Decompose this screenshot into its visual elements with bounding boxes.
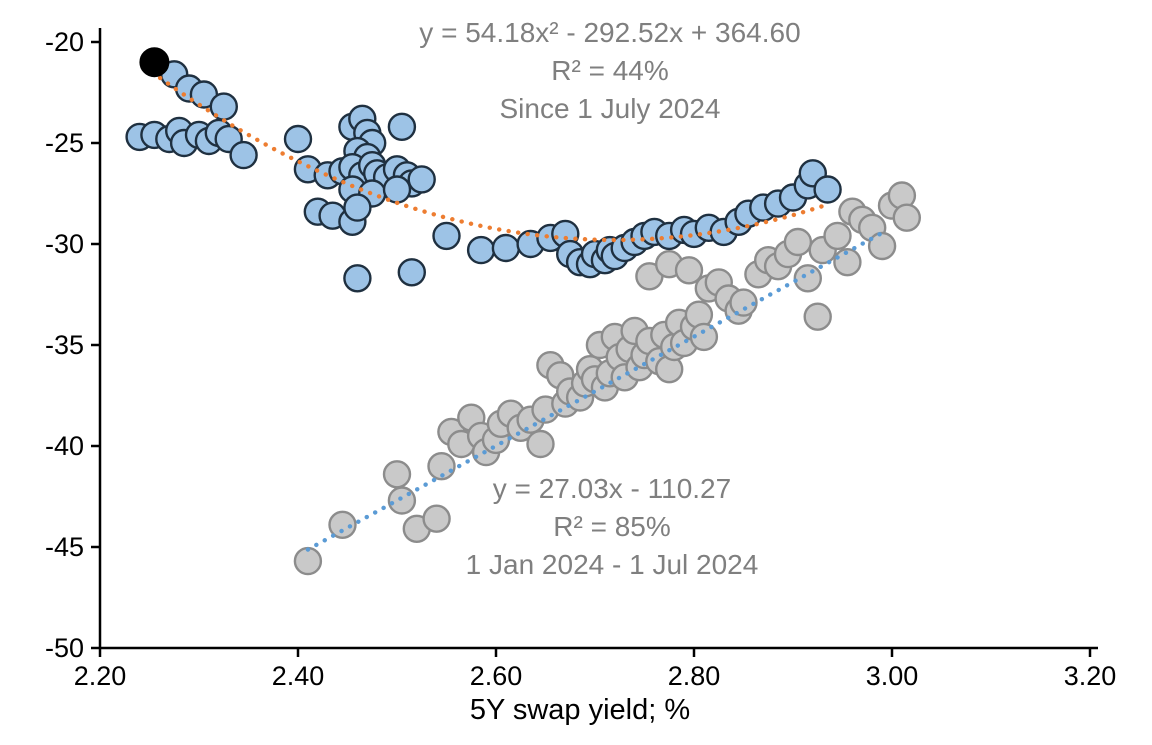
trendline-annotation-jan-jul: y = 27.03x - 110.27 R² = 85% 1 Jan 2024 … [312, 470, 912, 584]
data-point-jan-jul-2024 [427, 452, 456, 481]
data-point-jan-jul-2024 [892, 203, 921, 232]
data-point-jan-jul-2024 [833, 248, 862, 277]
data-point-since-jul-2024 [343, 193, 372, 222]
data-point-since-jul-2024 [813, 175, 842, 204]
r-squared-text: R² = 44% [551, 55, 669, 86]
y-axis-tick-label: -35 [45, 330, 84, 360]
data-point-since-jul-2024 [397, 258, 426, 287]
x-axis-tick-label: 3.20 [1064, 661, 1117, 691]
data-point-jan-jul-2024 [793, 264, 822, 293]
data-point-jan-jul-2024 [823, 221, 852, 251]
data-point-jan-jul-2024 [422, 504, 451, 533]
trendline-annotation-since-july: y = 54.18x² - 292.52x + 364.60 R² = 44% … [310, 14, 910, 128]
x-axis-title: 5Y swap yield; % [469, 694, 691, 726]
data-point-jan-jul-2024 [526, 429, 555, 459]
y-axis-tick-label: -30 [45, 229, 84, 259]
period-text: 1 Jan 2024 - 1 Jul 2024 [465, 549, 759, 580]
data-point-jan-jul-2024 [867, 231, 897, 261]
data-point-since-jul-2024 [466, 235, 496, 265]
equation-text: y = 54.18x² - 292.52x + 364.60 [419, 17, 801, 48]
y-axis-tick-label: -25 [45, 128, 84, 158]
data-point-since-jul-2024 [229, 140, 258, 170]
x-axis-tick-label: 2.60 [470, 661, 523, 691]
trendline-since-jul-2024-fit [142, 64, 830, 243]
x-axis-tick-label: 2.80 [668, 661, 721, 691]
data-point-jan-jul-2024 [689, 322, 719, 352]
data-point-jan-jul-2024 [729, 288, 758, 317]
highlight-point-latest [139, 47, 170, 78]
data-point-since-jul-2024 [283, 124, 313, 154]
period-text: Since 1 July 2024 [499, 93, 721, 124]
x-axis-tick-label: 2.20 [74, 661, 127, 691]
data-point-since-jul-2024 [432, 221, 461, 251]
data-point-since-jul-2024 [407, 165, 436, 194]
data-point-jan-jul-2024 [803, 302, 832, 331]
data-point-jan-jul-2024 [328, 510, 357, 539]
data-point-jan-jul-2024 [783, 227, 813, 257]
data-point-since-jul-2024 [491, 233, 521, 263]
data-point-since-jul-2024 [387, 112, 417, 142]
data-point-since-jul-2024 [343, 264, 372, 293]
y-axis-tick-label: -50 [45, 633, 84, 663]
y-axis-tick-label: -45 [45, 532, 84, 562]
x-axis-tick-label: 3.00 [866, 661, 919, 691]
y-axis-tick-label: -20 [45, 27, 84, 57]
equation-text: y = 27.03x - 110.27 [492, 473, 732, 504]
data-point-jan-jul-2024 [674, 256, 704, 285]
y-axis-tick-label: -40 [45, 431, 84, 461]
r-squared-text: R² = 85% [553, 511, 671, 542]
x-axis-tick-label: 2.40 [272, 661, 325, 691]
